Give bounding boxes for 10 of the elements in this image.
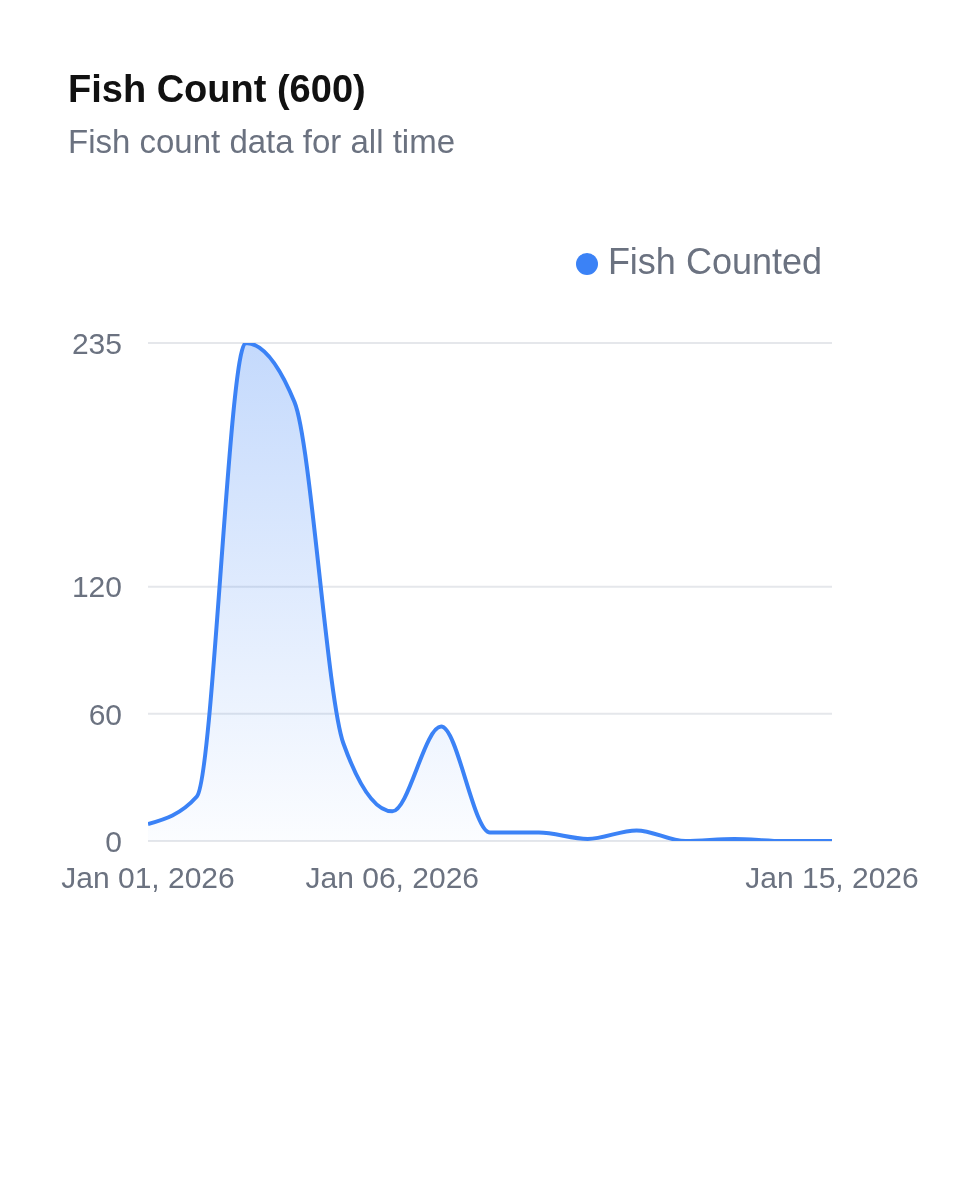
- y-tick-label: 120: [71, 570, 122, 604]
- x-tick-label: Jan 06, 2026: [305, 861, 480, 895]
- y-tick-label: 60: [88, 697, 122, 731]
- y-tick-label: 235: [71, 326, 122, 360]
- legend-label: Fish Counted: [607, 241, 822, 282]
- chart-title: Fish Count (600): [67, 68, 367, 111]
- x-tick-label: Jan 01, 2026: [61, 861, 235, 895]
- chart-subtitle: Fish count data for all time: [67, 123, 456, 161]
- y-tick-label: 0: [105, 824, 122, 858]
- x-tick-label: Jan 15, 2026: [745, 861, 919, 895]
